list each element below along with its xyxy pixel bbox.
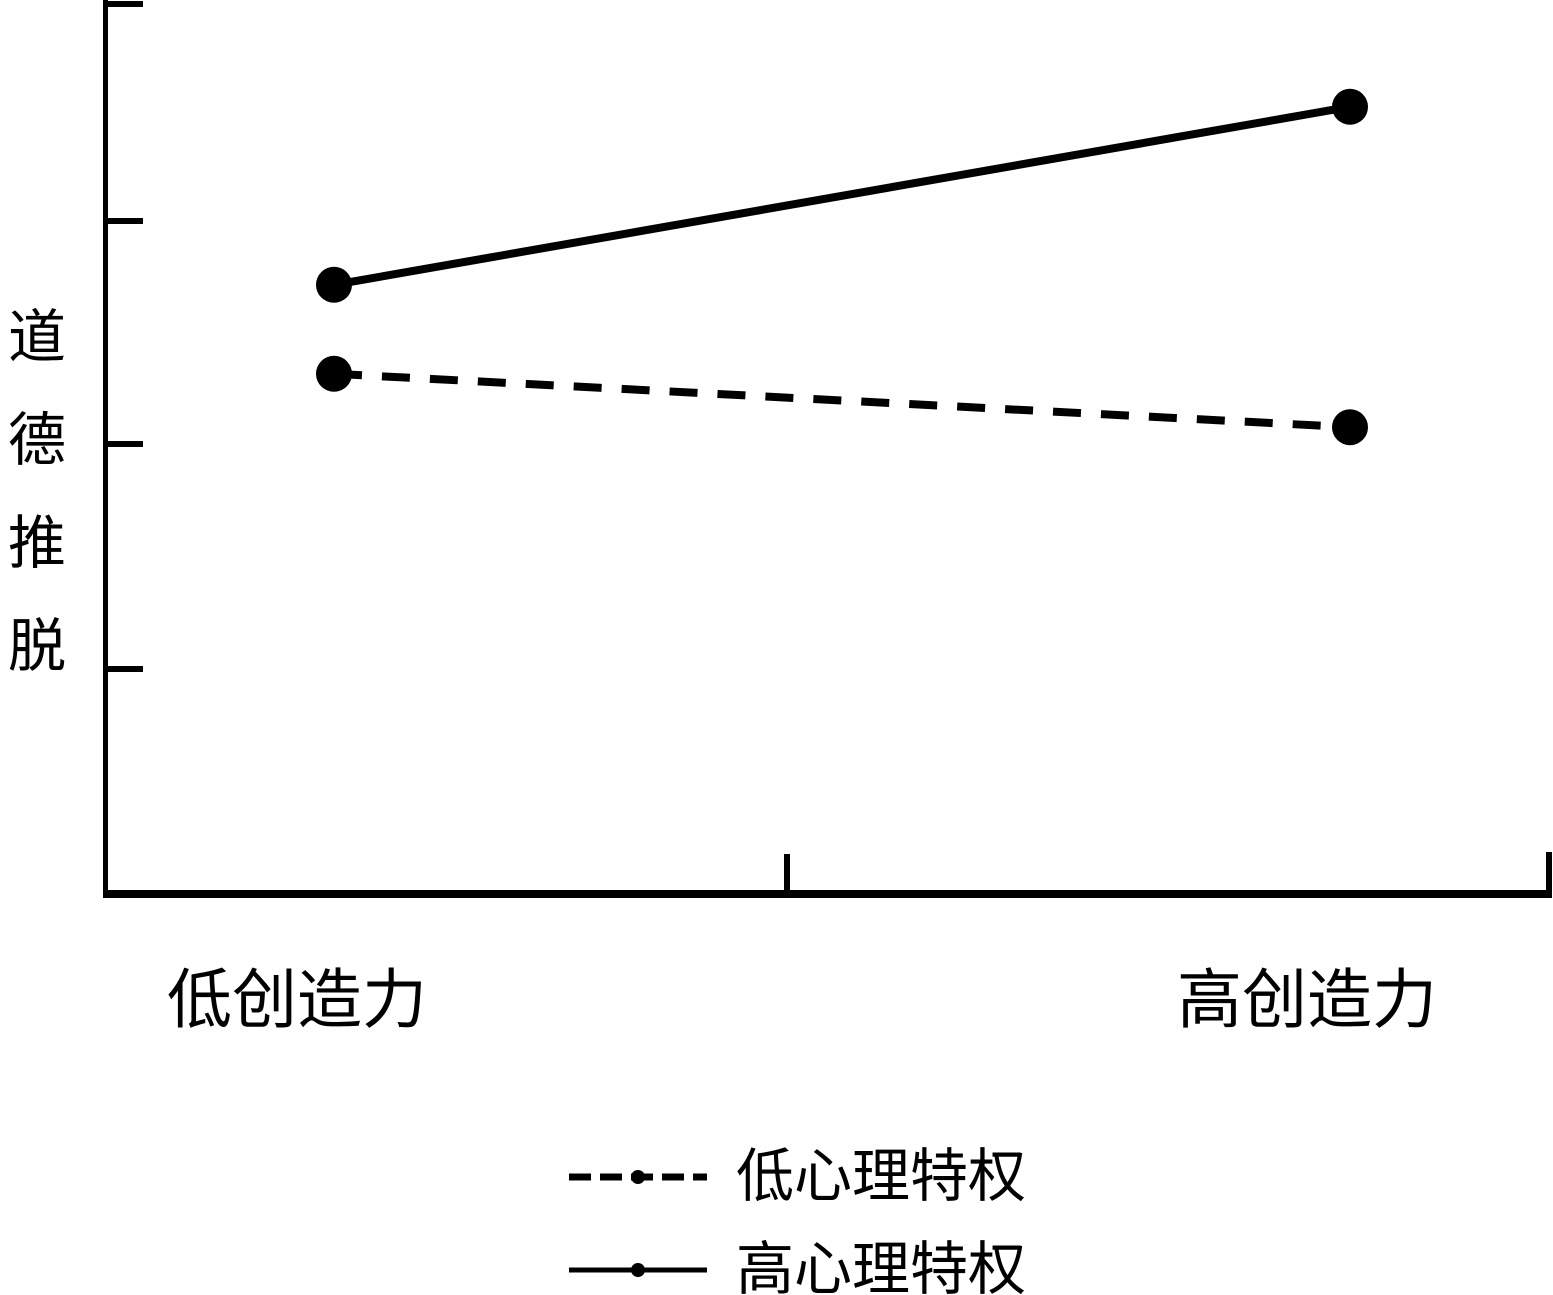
- y-axis-tick: [105, 441, 143, 447]
- y-axis: [103, 0, 108, 898]
- solid-line-sample-icon: [569, 1262, 707, 1277]
- data-point-marker: [1332, 88, 1368, 125]
- x-axis: [103, 890, 1552, 898]
- legend-label-high-entitlement: 高心理特权: [736, 1237, 1027, 1295]
- data-point-marker: [316, 266, 352, 303]
- data-point-marker: [1332, 409, 1368, 446]
- y-axis-tick: [105, 1, 143, 7]
- series-line-solid: [333, 102, 1351, 289]
- y-axis-label: 道德推脱: [0, 306, 64, 718]
- x-axis-end-tick: [1546, 852, 1552, 890]
- x-category-label-low-creativity: 低创造力: [166, 965, 428, 1037]
- legend-marker-dot: [631, 1169, 645, 1184]
- y-axis-tick: [105, 218, 143, 224]
- legend: 低心理特权 高心理特权: [568, 1141, 1026, 1295]
- x-axis-mid-tick: [784, 854, 790, 890]
- data-point-marker: [316, 355, 352, 392]
- x-category-label-high-creativity: 高创造力: [1176, 965, 1438, 1037]
- legend-item-low-entitlement: 低心理特权: [568, 1141, 1026, 1212]
- legend-item-high-entitlement: 高心理特权: [568, 1234, 1026, 1295]
- legend-label-low-entitlement: 低心理特权: [736, 1144, 1027, 1209]
- dashed-line-sample-icon: [569, 1169, 707, 1184]
- legend-marker-dot: [631, 1262, 645, 1277]
- y-axis-tick: [105, 666, 143, 672]
- series-line-dashed: [333, 369, 1351, 432]
